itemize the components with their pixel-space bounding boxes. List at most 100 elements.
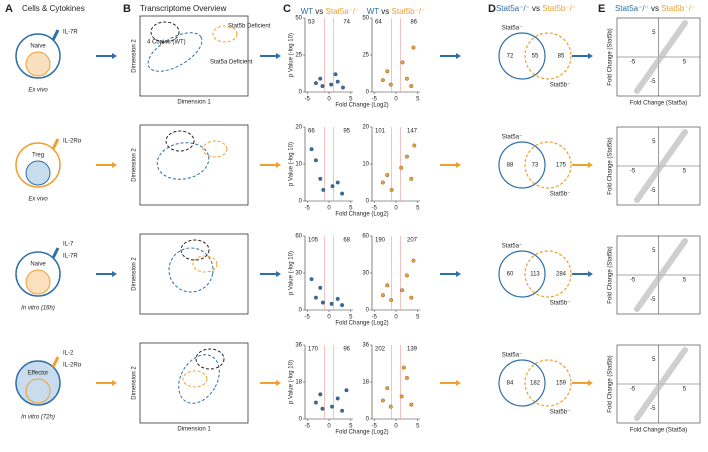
y-tick-label: 0 — [366, 199, 370, 205]
axis-label: Dimension 2 — [132, 39, 138, 73]
overview-frame — [139, 15, 249, 97]
x-tick-label: 5 — [349, 97, 353, 103]
y-tick-label: 5 — [652, 30, 656, 36]
x-tick-label: -5 — [372, 315, 378, 321]
volcano-point — [309, 147, 314, 152]
venn-count: 85 — [558, 54, 565, 60]
receptor-label: IL-7R — [63, 254, 78, 260]
volcano-point — [399, 165, 404, 170]
volcano-point — [344, 388, 349, 393]
x-tick-label: -5 — [630, 387, 636, 393]
volcano-point — [341, 85, 345, 90]
x-tick-label: 0 — [327, 206, 331, 212]
y-tick-label: 0 — [366, 308, 370, 314]
receptor — [51, 29, 60, 41]
volcano-point — [335, 296, 340, 301]
x-tick-label: -5 — [630, 169, 636, 175]
condition: In vitro (72h) — [21, 415, 55, 421]
cluster — [182, 370, 208, 388]
y-tick-label: 18 — [295, 380, 302, 386]
cell-name: Effector — [28, 371, 49, 377]
volcano-point — [399, 394, 404, 399]
receptor-label: IL-2 — [63, 351, 74, 357]
count-up: 74 — [343, 20, 350, 26]
arrow-head — [276, 162, 281, 168]
venn-count: 113 — [530, 272, 540, 278]
volcano-point — [404, 375, 409, 380]
x-tick-label: 5 — [683, 60, 687, 66]
count-up: 207 — [407, 238, 418, 244]
axis-label: Fold Change (Stat5b) — [608, 137, 614, 194]
volcano-point — [330, 184, 335, 189]
count-down: 190 — [375, 238, 386, 244]
count-up: 147 — [407, 129, 418, 135]
y-tick-label: -5 — [650, 297, 656, 303]
nucleus — [25, 269, 51, 295]
receptor — [51, 356, 60, 368]
volcano-point — [409, 402, 414, 407]
x-tick-label: -5 — [630, 278, 636, 284]
volcano-point — [320, 84, 325, 89]
x-tick-label: 5 — [416, 97, 420, 103]
volcano-point — [412, 143, 417, 148]
y-tick-label: 10 — [362, 162, 369, 168]
axis-label: p Value (-log 10) — [289, 360, 295, 404]
x-tick-label: 0 — [327, 424, 331, 430]
volcano-point — [313, 81, 318, 86]
volcano-point — [329, 301, 334, 306]
y-tick-label: 5 — [652, 139, 656, 145]
comparison-title: Stat5a⁻/⁻ vs Stat5b⁻/⁻ — [615, 4, 695, 13]
volcano-point — [401, 365, 406, 370]
y-tick-label: 25 — [295, 53, 302, 59]
x-tick-label: -5 — [630, 60, 636, 66]
x-tick-label: 5 — [683, 169, 687, 175]
x-tick-label: 5 — [683, 387, 687, 393]
venn-label: Stat5b⁻ — [550, 410, 571, 416]
x-tick-label: -5 — [372, 97, 378, 103]
arrow-head — [276, 53, 281, 59]
y-tick-label: 10 — [295, 162, 302, 168]
x-tick-label: 5 — [683, 278, 687, 284]
cell-name: Naive — [30, 262, 46, 268]
x-tick-label: 5 — [416, 315, 420, 321]
receptor-label: IL-2Rα — [63, 139, 82, 145]
cluster — [147, 32, 203, 72]
axis-label: Fold Change (Log2) — [335, 103, 388, 109]
volcano-point — [385, 69, 390, 74]
venn-circle — [498, 141, 546, 189]
count-up: 95 — [343, 129, 350, 135]
venn-circle — [524, 32, 572, 80]
volcano-point — [411, 258, 416, 263]
axis-label: Fold Change (Stat5a) — [630, 428, 687, 434]
y-tick-label: 50 — [362, 16, 369, 22]
volcano-point — [388, 404, 393, 409]
axis-label: p Value (-log 10) — [289, 251, 295, 295]
axis-label: Fold Change (Log2) — [335, 212, 388, 218]
comparison-title-part: vs — [651, 4, 659, 13]
arrow-head — [456, 271, 461, 277]
y-tick-label: -5 — [650, 406, 656, 412]
volcano-point — [389, 187, 394, 192]
nucleus — [25, 378, 51, 404]
volcano-point — [309, 277, 314, 282]
venn-circle — [524, 250, 572, 298]
panel-letter: C — [283, 3, 291, 15]
count-up: 68 — [343, 238, 350, 244]
axis-label: Fold Change (Stat5a) — [630, 101, 687, 107]
cluster — [212, 25, 238, 43]
venn-label: Stat5a⁻ — [502, 353, 523, 359]
annotation: Stat5a Deficient — [210, 60, 253, 66]
arrow-head — [276, 271, 281, 277]
receptor — [51, 247, 60, 259]
volcano-point — [318, 76, 323, 81]
volcano-point — [313, 400, 318, 405]
arrow-head — [456, 53, 461, 59]
volcano-point — [380, 78, 385, 83]
venn-count: 182 — [530, 381, 541, 387]
volcano-title: WT vs Stat5a⁻/⁻ — [301, 7, 360, 16]
count-down: 170 — [308, 347, 319, 353]
volcano-point — [404, 154, 409, 159]
venn-label: Stat5b⁻ — [550, 301, 571, 307]
volcano-point — [404, 76, 409, 81]
